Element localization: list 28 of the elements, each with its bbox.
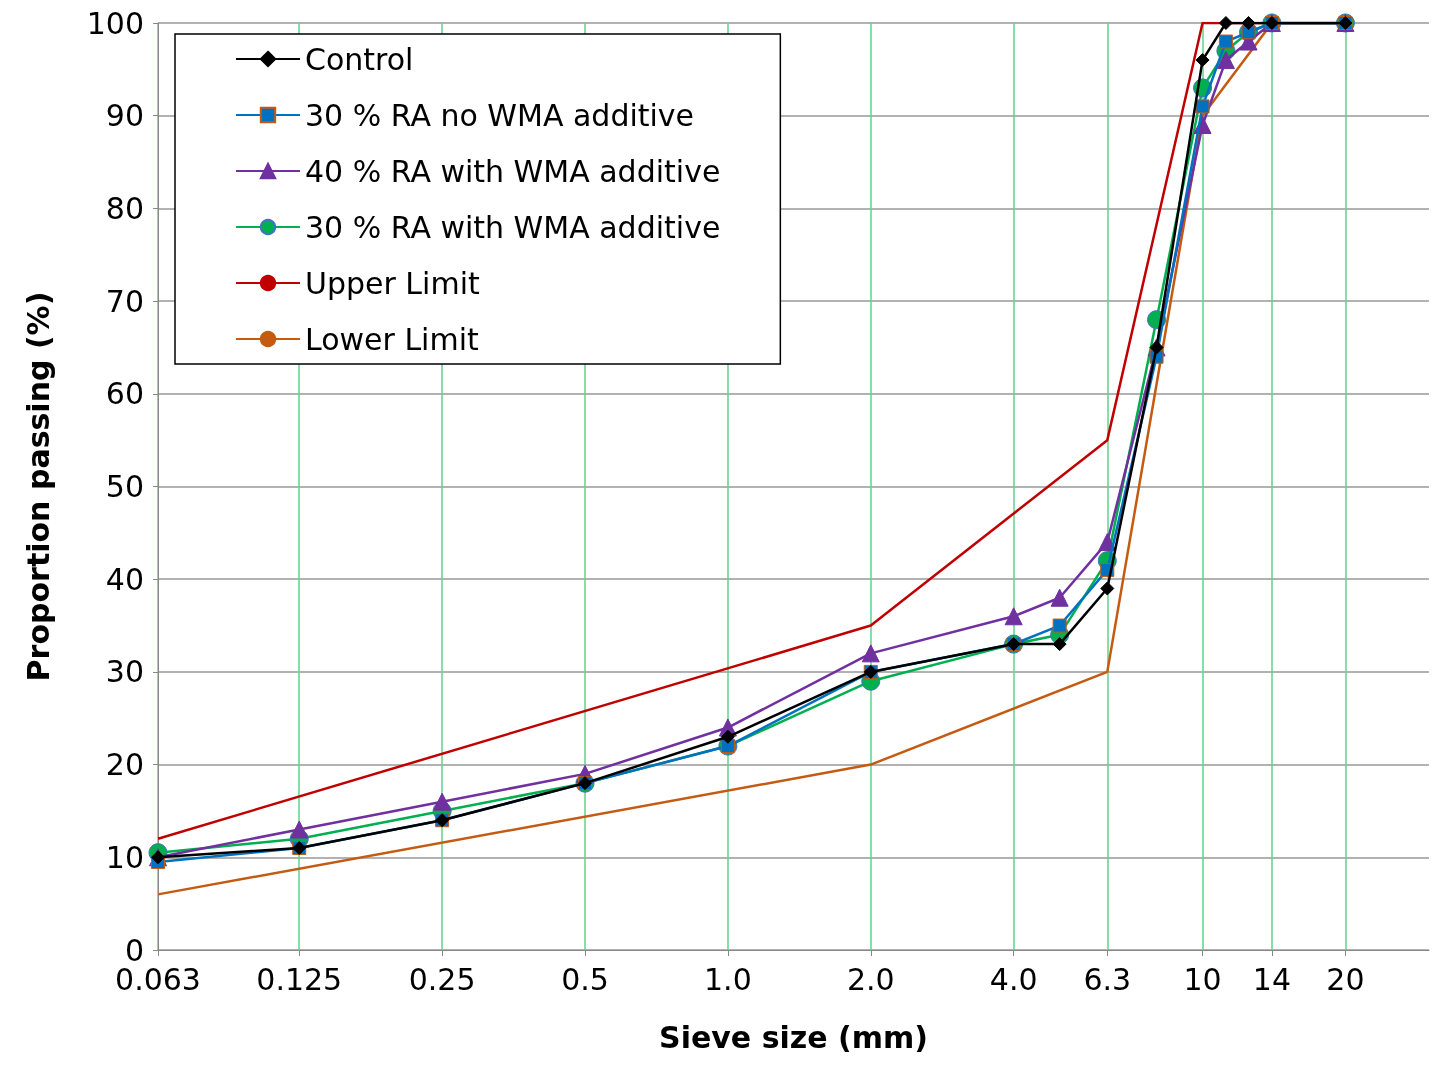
y-tick-label: 90 (105, 98, 144, 134)
x-tick-label: 10 (1183, 961, 1222, 997)
x-tick-label: 0.5 (561, 961, 609, 997)
x-tick-label: 2.0 (846, 961, 895, 997)
x-tick-label: 20 (1326, 961, 1365, 997)
y-tick-label: 80 (105, 190, 144, 226)
x-tick-label: 4.0 (989, 961, 1038, 997)
legend-label: 40 % RA with WMA additive (305, 153, 721, 189)
x-tick-label: 6.3 (1083, 961, 1132, 997)
legend-label: 30 % RA no WMA additive (305, 97, 695, 133)
legend-label: 30 % RA with WMA additive (305, 209, 721, 245)
legend-label: Lower Limit (305, 321, 480, 357)
x-axis-title: Sieve size (mm) (659, 1019, 928, 1055)
y-tick-label: 20 (105, 747, 144, 783)
x-tick-label: 0.125 (256, 961, 343, 997)
y-tick-label: 50 (105, 469, 144, 504)
x-tick-label: 14 (1252, 961, 1291, 997)
y-tick-label: 30 (105, 654, 144, 690)
legend-label: Upper Limit (305, 265, 480, 301)
y-tick-label: 70 (105, 283, 144, 319)
x-tick-label: 1.0 (704, 961, 752, 997)
x-tick-label: 0.25 (408, 961, 476, 997)
y-tick-label: 40 (105, 561, 144, 597)
legend-label: Control (305, 41, 414, 77)
y-axis-title: Proportion passing (%) (20, 291, 56, 682)
y-tick-label: 10 (105, 839, 144, 875)
y-tick-label: 100 (86, 5, 144, 41)
y-tick-label: 60 (105, 376, 144, 412)
